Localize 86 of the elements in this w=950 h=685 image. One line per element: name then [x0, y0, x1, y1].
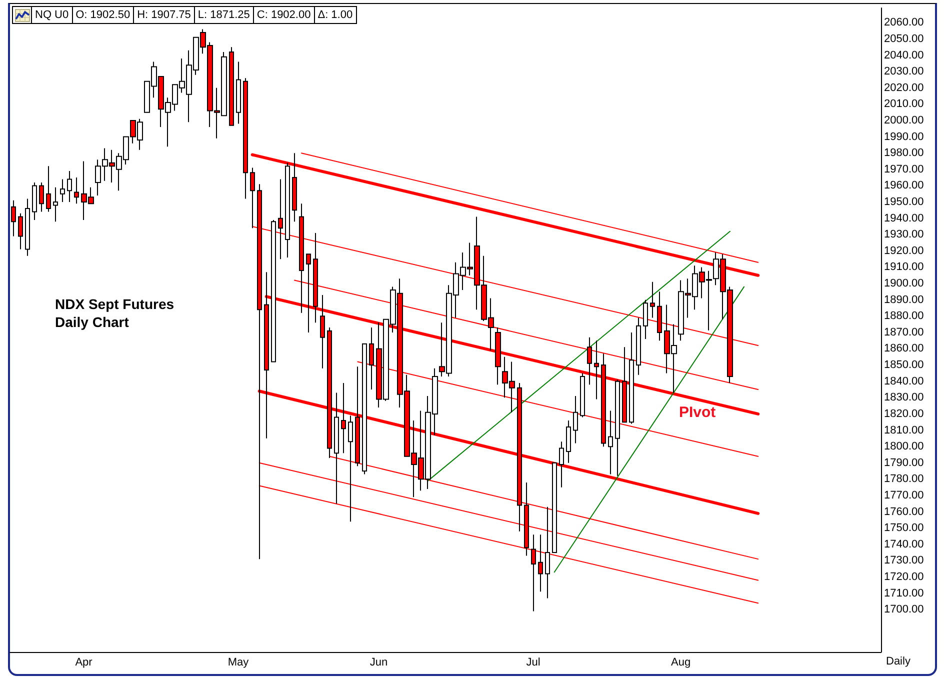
candlestick [32, 182, 37, 220]
y-tick-label: 1950.00 [884, 196, 924, 208]
x-tick-label: Jun [370, 656, 388, 668]
candlestick [608, 410, 613, 475]
x-tick-label: Jul [526, 656, 540, 668]
x-tick-label: May [228, 656, 250, 668]
y-tick-label: 2060.00 [884, 16, 924, 29]
y-tick-label: 1800.00 [884, 440, 924, 453]
y-tick-label: 2010.00 [884, 98, 924, 110]
y-tick-label: 1920.00 [884, 244, 924, 257]
y-tick-label: 1820.00 [884, 408, 924, 420]
y-tick-label: 1780.00 [884, 473, 924, 486]
y-tick-label: 2020.00 [884, 82, 924, 94]
candlestick [236, 61, 241, 124]
candlestick [545, 506, 550, 599]
candlestick [580, 372, 585, 418]
y-tick-label: 1720.00 [884, 571, 924, 584]
candlestick [18, 212, 23, 250]
y-tick-label: 2050.00 [884, 32, 924, 45]
annotation: C: 1902.00 [252, 7, 314, 23]
y-tick-label: 1790.00 [884, 456, 924, 469]
candlestick [643, 299, 648, 340]
annotation: L: 1871.25 [194, 7, 253, 23]
y-tick-label: 1850.00 [884, 359, 924, 372]
candlestick [39, 182, 44, 212]
y-tick-label: 1760.00 [884, 506, 924, 518]
y-tick-label: 1900.00 [884, 278, 924, 290]
candlestick [285, 162, 290, 258]
candlestick [629, 332, 634, 424]
y-tick-label: 1740.00 [884, 538, 924, 550]
candlestick [229, 46, 234, 126]
y-tick-label: 2000.00 [884, 114, 924, 126]
annotation: O: 1902.50 [72, 7, 134, 23]
x-tick-label: Aug [671, 656, 691, 668]
x-tick-label: Apr [75, 656, 93, 668]
annotation: Δ: 1.00 [314, 7, 356, 23]
y-tick-label: 1940.00 [884, 212, 924, 224]
candlestick [587, 336, 592, 386]
y-tick-label: 1890.00 [884, 294, 924, 306]
y-tick-label: 1880.00 [884, 310, 924, 322]
candlestick [552, 462, 557, 554]
y-tick-label: 1710.00 [884, 587, 924, 600]
candlestick [573, 396, 578, 444]
candlestick [53, 186, 58, 222]
candlestick [538, 534, 543, 592]
candlestick [67, 170, 72, 203]
y-tick-label: 1990.00 [884, 130, 924, 143]
y-tick-label: 1970.00 [884, 163, 924, 176]
y-tick-label: 1910.00 [884, 261, 924, 274]
y-tick-label: 1810.00 [884, 424, 924, 436]
y-tick-label: 1960.00 [884, 180, 924, 192]
y-tick-label: 2040.00 [884, 49, 924, 62]
candlestick [25, 198, 30, 256]
annotation: PIvot [679, 404, 716, 421]
y-tick-label: 1930.00 [884, 228, 924, 241]
candlestick [348, 415, 353, 522]
candlestick [650, 281, 655, 318]
candlestick [615, 379, 620, 476]
y-tick-label: 1860.00 [884, 342, 924, 355]
candlestick [11, 200, 16, 237]
candlestick [566, 420, 571, 464]
candlestick [74, 177, 79, 204]
y-tick-label: 2030.00 [884, 66, 924, 78]
candlestick [657, 291, 662, 342]
candlestick [271, 219, 276, 362]
candlestick [334, 392, 339, 504]
y-tick-label: 1700.00 [884, 604, 924, 616]
candlestick [495, 327, 501, 386]
text: Daily Chart [55, 314, 130, 330]
y-tick-label: 1870.00 [884, 326, 924, 338]
annotation: H: 1907.75 [133, 7, 194, 23]
annotation: NQ U0 [31, 7, 72, 23]
candlestick [362, 343, 367, 475]
candlestick [46, 166, 51, 212]
candlestick [559, 441, 564, 488]
y-tick-label: 1750.00 [884, 522, 924, 534]
y-tick-label: 1980.00 [884, 147, 924, 160]
text: Daily [886, 656, 911, 668]
y-tick-label: 1770.00 [884, 489, 924, 502]
y-tick-label: 1730.00 [884, 554, 924, 567]
y-tick-label: 1830.00 [884, 392, 924, 404]
candlestick [60, 178, 65, 203]
text: NDX Sept Futures [55, 296, 174, 312]
candlestick [243, 78, 248, 200]
candlestick [636, 317, 641, 376]
y-tick-label: 1840.00 [884, 375, 924, 388]
